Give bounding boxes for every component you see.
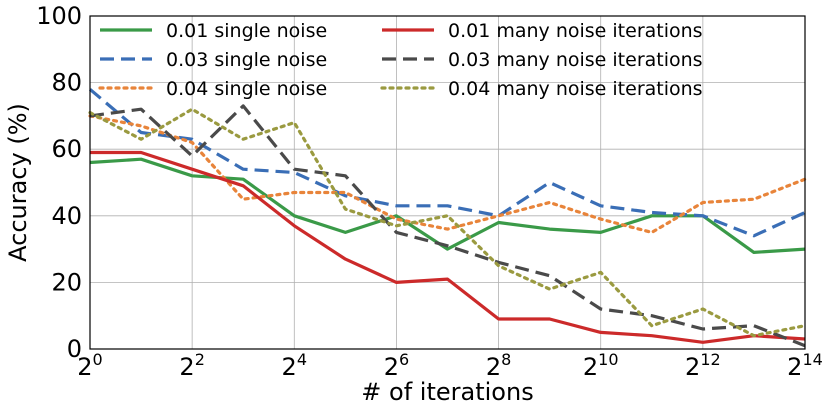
x-tick-label-5: 210 [583,350,619,381]
series-line-2 [88,114,807,234]
legend-label-4: 0.03 many noise iterations [448,49,703,71]
legend-label-0: 0.01 single noise [166,20,327,42]
x-tick-base-7: 2 [787,353,802,381]
x-tick-exp-3: 6 [399,350,409,369]
x-tick-base-2: 2 [282,353,297,381]
x-tick-exp-7: 14 [802,350,822,369]
legend-label-3: 0.01 many noise iterations [448,20,703,42]
y-tick-label-0: 0 [67,335,82,363]
x-tick-label-6: 212 [685,350,721,381]
x-axis-title: # of iterations [361,378,533,406]
x-tick-label-3: 26 [384,350,409,381]
x-tick-base-0: 2 [77,353,92,381]
legend: 0.01 single noise 0.03 single noise 0.04 s… [98,20,703,100]
x-tick-base-4: 2 [486,353,501,381]
plot-frame [89,15,806,350]
y-tick-label-3: 60 [51,135,82,163]
x-tick-exp-1: 2 [195,350,205,369]
x-tick-exp-4: 8 [501,350,511,369]
x-tick-base-6: 2 [685,353,700,381]
series-lines [88,88,807,348]
x-tick-label-2: 24 [282,350,307,381]
y-tick-label-1: 20 [51,268,82,296]
y-axis-title: Accuracy (%) [4,103,32,262]
x-tick-exp-5: 10 [598,350,618,369]
series-line-5 [88,107,807,338]
y-tick-label-5: 100 [36,2,82,30]
series-line-1 [88,88,806,238]
x-tick-exp-0: 0 [93,350,103,369]
x-tick-exp-2: 4 [297,350,307,369]
x-tick-label-0: 20 [77,350,102,381]
series-line-4 [89,104,806,348]
x-tick-label-4: 28 [486,350,511,381]
x-tick-base-1: 2 [179,353,194,381]
x-tick-label-1: 22 [179,350,204,381]
y-tick-label-4: 80 [51,69,82,97]
legend-label-1: 0.03 single noise [166,49,327,71]
x-tick-label-7: 214 [787,350,823,381]
legend-label-5: 0.04 many noise iterations [448,78,703,100]
x-tick-exp-6: 12 [700,350,720,369]
series-line-3 [90,150,806,344]
x-tick-base-3: 2 [384,353,399,381]
x-tick-base-5: 2 [583,353,598,381]
legend-label-2: 0.04 single noise [166,78,327,100]
y-tick-label-2: 40 [51,202,82,230]
